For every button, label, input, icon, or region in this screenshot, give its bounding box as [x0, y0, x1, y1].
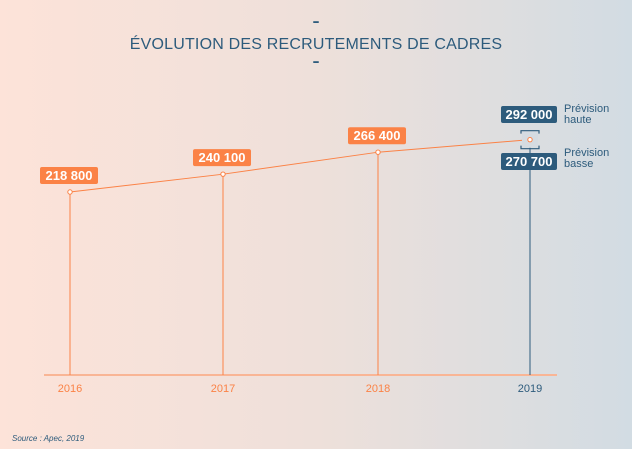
data-label-box-2017 — [193, 149, 251, 167]
forecast-high-note-2: haute — [564, 114, 592, 126]
forecast-high-label: 292 000 — [506, 107, 553, 122]
forecast-bracket — [520, 130, 540, 150]
data-point-2016 — [67, 189, 73, 195]
data-label-2018: 266 400 — [354, 128, 401, 143]
data-label-box-2016 — [40, 167, 98, 184]
data-point-2019 — [527, 136, 533, 143]
forecast-low-box — [501, 153, 557, 170]
title-dash-top: – — [312, 14, 320, 30]
data-label-2017: 240 100 — [199, 150, 246, 165]
forecast-low-label: 270 700 — [506, 154, 553, 169]
data-point-2018 — [375, 149, 381, 155]
forecast-low-note-1: Prévision — [564, 147, 609, 159]
data-label-2016: 218 800 — [46, 168, 93, 183]
chart-title: ÉVOLUTION DES RECRUTEMENTS DE CADRES — [129, 36, 503, 53]
x-tick-2019: 2019 — [518, 383, 542, 395]
forecast-high-note-1: Prévision — [564, 103, 609, 115]
title-dash-bottom: – — [312, 54, 320, 70]
data-point-2017 — [220, 171, 226, 177]
series-line — [69, 139, 531, 193]
x-tick-2018: 2018 — [366, 383, 390, 395]
source-note: Source : Apec, 2019 — [12, 434, 85, 443]
forecast-low-note-2: basse — [564, 158, 593, 170]
x-tick-2016: 2016 — [58, 383, 82, 395]
forecast-high-box — [501, 106, 557, 123]
data-label-box-2018 — [348, 127, 406, 145]
x-tick-2017: 2017 — [211, 383, 235, 395]
